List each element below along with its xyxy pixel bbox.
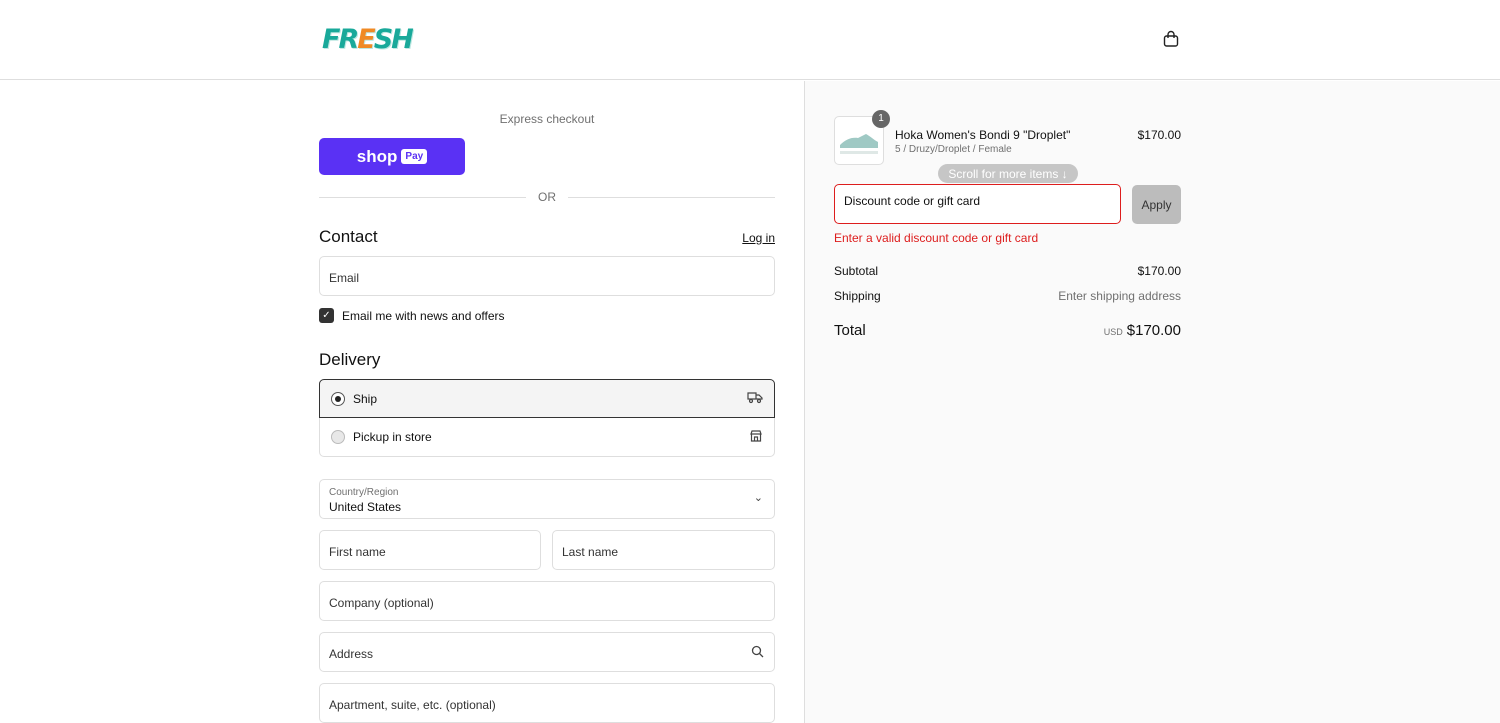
login-link[interactable]: Log in	[742, 231, 775, 245]
address-field[interactable]: Address	[319, 632, 775, 672]
delivery-heading: Delivery	[319, 350, 381, 369]
subtotal-row: Subtotal $170.00	[834, 264, 1181, 278]
apartment-field[interactable]: Apartment, suite, etc. (optional)	[319, 683, 775, 723]
truck-icon	[747, 390, 763, 407]
or-divider: OR	[319, 190, 775, 204]
discount-code-input[interactable]: Discount code or gift card	[834, 184, 1121, 224]
apply-button[interactable]: Apply	[1132, 185, 1181, 224]
shopping-bag-icon[interactable]	[1162, 30, 1180, 53]
search-icon	[751, 645, 764, 661]
delivery-option-ship[interactable]: Ship	[319, 379, 775, 418]
radio-unselected[interactable]	[331, 430, 345, 444]
product-price: $170.00	[1137, 128, 1181, 142]
email-field[interactable]: Email	[319, 256, 775, 296]
company-field[interactable]: Company (optional)	[319, 581, 775, 621]
first-name-field[interactable]: First name	[319, 530, 541, 570]
total-row: Total USD $170.00	[834, 322, 1181, 339]
contact-heading: Contact	[319, 227, 378, 246]
discount-error: Enter a valid discount code or gift card	[834, 231, 1039, 245]
scroll-for-more-button[interactable]: Scroll for more items ↓	[938, 164, 1078, 183]
chevron-down-icon: ⌄	[753, 492, 763, 504]
product-name: Hoka Women's Bondi 9 "Droplet"	[895, 128, 1071, 142]
header: FRESH	[0, 0, 1500, 80]
quantity-badge: 1	[872, 110, 890, 128]
shipping-row: Shipping Enter shipping address	[834, 289, 1181, 303]
checkmark-icon: ✓	[319, 308, 334, 323]
product-image	[834, 116, 884, 165]
store-icon	[749, 429, 763, 446]
express-checkout-label: Express checkout	[499, 112, 595, 126]
country-select[interactable]: Country/Region United States ⌄	[319, 479, 775, 519]
radio-selected[interactable]	[331, 391, 345, 406]
last-name-field[interactable]: Last name	[552, 530, 775, 570]
shop-pay-button[interactable]: shop Pay	[319, 138, 465, 175]
newsletter-checkbox[interactable]: ✓ Email me with news and offers	[319, 308, 505, 323]
logo[interactable]: FRESH	[322, 24, 414, 55]
product-variant: 5 / Druzy/Droplet / Female	[895, 144, 1012, 155]
order-summary-panel	[804, 81, 1500, 723]
delivery-option-pickup[interactable]: Pickup in store	[319, 418, 775, 457]
